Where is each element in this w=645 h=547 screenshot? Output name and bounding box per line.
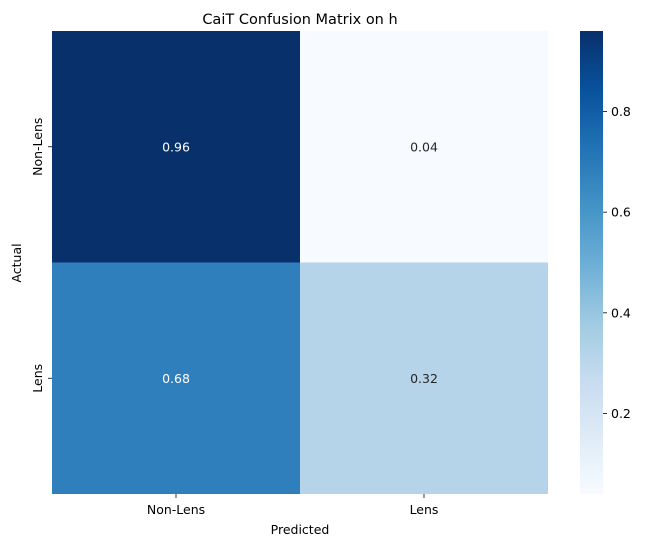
colorbar-tick-label: 0.8 bbox=[611, 104, 631, 119]
cell-value-label: 0.32 bbox=[410, 371, 438, 386]
y-axis-label: Actual bbox=[9, 243, 24, 282]
x-axis-label: Predicted bbox=[271, 522, 330, 537]
x-axis-ticks: Non-Lens Lens bbox=[147, 494, 439, 517]
heatmap-cell bbox=[300, 31, 548, 263]
heatmap-cells bbox=[52, 31, 548, 494]
cell-value-label: 0.04 bbox=[410, 139, 438, 154]
colorbar-ticks: 0.2 0.4 0.6 0.8 bbox=[603, 104, 631, 421]
heatmap-cell bbox=[52, 31, 300, 263]
x-tick-label: Non-Lens bbox=[147, 502, 205, 517]
heatmap-cell bbox=[52, 262, 300, 494]
x-tick-label: Lens bbox=[410, 502, 439, 517]
colorbar-tick-label: 0.4 bbox=[611, 305, 631, 320]
colorbar-tick-label: 0.6 bbox=[611, 205, 631, 220]
y-axis-ticks: Non-Lens Lens bbox=[30, 118, 52, 393]
heatmap-cell bbox=[300, 262, 548, 494]
colorbar-tick-label: 0.2 bbox=[611, 406, 631, 421]
cell-value-label: 0.96 bbox=[162, 139, 190, 154]
chart-title: CaiT Confusion Matrix on h bbox=[202, 12, 397, 28]
cell-value-label: 0.68 bbox=[162, 371, 190, 386]
colorbar bbox=[580, 31, 603, 494]
y-tick-label: Non-Lens bbox=[30, 118, 45, 176]
y-tick-label: Lens bbox=[30, 364, 45, 393]
cell-value-labels: 0.96 0.04 0.68 0.32 bbox=[162, 139, 438, 386]
